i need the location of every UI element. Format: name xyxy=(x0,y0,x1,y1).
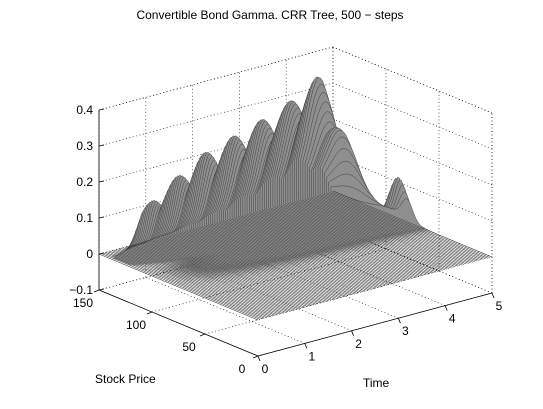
gridline xyxy=(192,264,352,332)
z-tick-label: 0 xyxy=(86,247,93,261)
z-tick-mark xyxy=(98,216,105,219)
z-tick-label: 0.3 xyxy=(76,139,93,153)
y-tick-label: 0 xyxy=(239,362,246,376)
gridline xyxy=(332,46,493,114)
gridline xyxy=(98,46,334,111)
z-tick-mark xyxy=(98,288,105,291)
x-tick-label: 2 xyxy=(355,337,362,351)
chart-title: Convertible Bond Gamma. CRR Tree, 500 − … xyxy=(136,8,403,22)
y-axis-line xyxy=(98,289,259,357)
y-tick-label: 150 xyxy=(73,296,93,310)
y-tick-mark xyxy=(199,333,206,337)
z-tick-mark xyxy=(98,180,105,183)
x-tick-mark xyxy=(444,305,448,311)
z-tick-mark xyxy=(98,252,105,255)
surface-mesh-strip xyxy=(98,253,259,321)
z-tick-label: 0.1 xyxy=(76,211,93,225)
z-tick-label: 0.2 xyxy=(76,175,93,189)
gridline xyxy=(332,118,493,186)
gridline xyxy=(332,82,493,150)
x-tick-mark xyxy=(398,318,401,324)
y-tick-label: 50 xyxy=(182,340,196,354)
x-axis-line xyxy=(257,292,493,357)
x-tick-label: 3 xyxy=(402,324,409,338)
x-tick-mark xyxy=(491,292,495,299)
x-tick-mark xyxy=(351,330,354,336)
gridline xyxy=(332,226,493,294)
z-tick-mark xyxy=(98,108,105,111)
gamma-surface xyxy=(98,76,493,321)
surface-mesh-strip xyxy=(332,190,493,258)
z-tick-label: −0.1 xyxy=(69,283,93,297)
x-axis-label: Time xyxy=(363,376,390,390)
y-axis-label: Stock Price xyxy=(95,372,156,386)
x-tick-label: 4 xyxy=(449,312,456,326)
y-tick-mark xyxy=(252,355,259,359)
gridline xyxy=(98,46,334,111)
gridline xyxy=(145,277,305,344)
gridline xyxy=(286,239,446,306)
x-tick-label: 1 xyxy=(308,349,315,363)
z-tick-mark xyxy=(98,144,105,147)
z-tick-label: 0.4 xyxy=(76,103,93,117)
y-tick-mark xyxy=(146,311,153,315)
y-tick-mark xyxy=(93,289,100,293)
x-tick-mark xyxy=(257,355,261,362)
x-tick-label: 5 xyxy=(496,299,503,313)
gridline xyxy=(332,154,493,222)
gridline xyxy=(239,251,399,319)
gridline xyxy=(332,46,493,114)
y-tick-label: 100 xyxy=(126,318,146,332)
x-tick-label: 0 xyxy=(262,362,269,376)
x-tick-mark xyxy=(304,343,308,349)
